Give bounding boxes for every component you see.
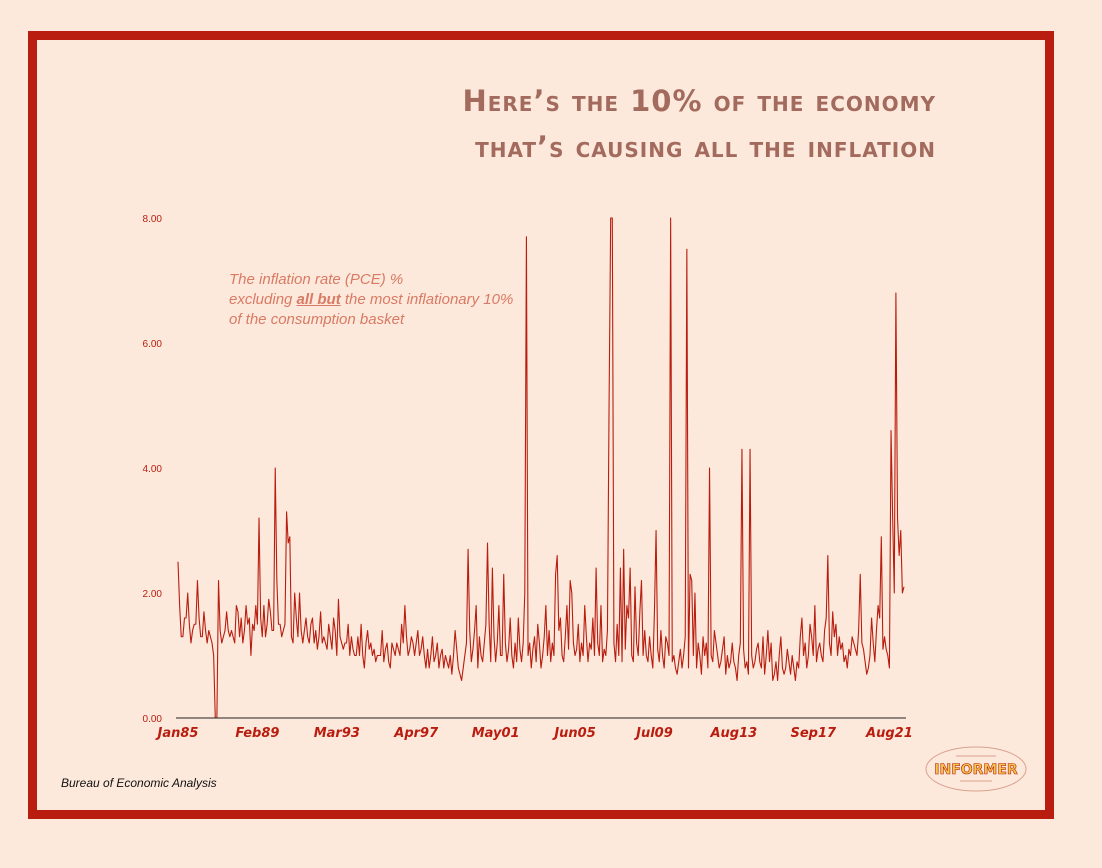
annotation-line-2: excluding all but the most inflationary …: [229, 290, 513, 310]
y-tick-label: 0.00: [143, 714, 163, 725]
series-line: [177, 217, 905, 719]
x-tick-label: Jun05: [551, 726, 595, 741]
y-tick-label: 2.00: [143, 589, 163, 600]
y-tick-label: 6.00: [143, 339, 163, 350]
x-tick-label: Jul09: [633, 726, 673, 741]
x-tick-label: Aug21: [865, 726, 913, 741]
source-note: Bureau of Economic Analysis: [61, 776, 217, 790]
series-group: [177, 217, 905, 719]
annotation-text-post: the most inflationary 10%: [340, 291, 514, 308]
annotation-line-3: of the consumption basket: [229, 311, 405, 328]
x-axis-ticks: Jan85 Feb89 Mar93 Apr97 May01 Jun05 Jul09 Aug13…: [155, 726, 913, 741]
chart-annotation: The inflation rate (PCE) % excluding all…: [229, 270, 513, 330]
annotation-line-1: The inflation rate (PCE) %: [229, 271, 404, 288]
x-tick-label: Mar93: [314, 726, 360, 741]
x-tick-label: May01: [472, 726, 520, 741]
x-tick-label: Jan85: [155, 726, 199, 741]
title-line-2: that’s causing all the inflation: [475, 130, 936, 164]
informer-logo: INFORMER: [925, 746, 1027, 792]
y-tick-label: 8.00: [143, 214, 163, 225]
annotation-text-pre: excluding: [229, 291, 297, 308]
x-tick-label: Feb89: [235, 726, 279, 741]
logo-ellipse: [925, 746, 1027, 792]
x-tick-label: Aug13: [709, 726, 757, 741]
y-axis-ticks: 0.00 2.00 4.00 6.00 8.00: [143, 214, 163, 725]
x-tick-label: Sep17: [790, 726, 837, 741]
y-tick-label: 4.00: [143, 464, 163, 475]
chart-frame: [28, 31, 1054, 819]
x-tick-label: Apr97: [393, 726, 439, 741]
logo-word: INFORMER: [934, 762, 1018, 778]
title-line-1: Here’s the 10% of the economy: [462, 84, 936, 118]
annotation-emphasis: all but: [296, 291, 341, 308]
chart-title: Here’s the 10% of the economy that’s cau…: [300, 78, 936, 170]
